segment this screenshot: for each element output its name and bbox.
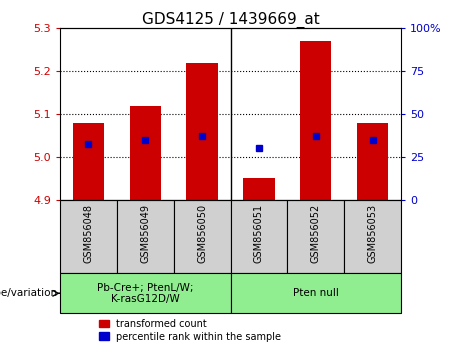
FancyBboxPatch shape — [117, 200, 174, 273]
Bar — [186, 63, 218, 200]
FancyBboxPatch shape — [60, 273, 230, 313]
Text: Pten null: Pten null — [293, 288, 339, 298]
Text: GSM856051: GSM856051 — [254, 204, 264, 263]
Legend: transformed count, percentile rank within the sample: transformed count, percentile rank withi… — [99, 319, 281, 342]
FancyBboxPatch shape — [344, 200, 401, 273]
Text: GSM856049: GSM856049 — [140, 204, 150, 263]
FancyBboxPatch shape — [60, 200, 117, 273]
FancyBboxPatch shape — [287, 200, 344, 273]
Text: Pb-Cre+; PtenL/W;
K-rasG12D/W: Pb-Cre+; PtenL/W; K-rasG12D/W — [97, 282, 194, 304]
FancyBboxPatch shape — [230, 273, 401, 313]
Bar — [130, 105, 161, 200]
Bar — [243, 178, 275, 200]
Text: genotype/variation: genotype/variation — [0, 288, 57, 298]
Title: GDS4125 / 1439669_at: GDS4125 / 1439669_at — [142, 12, 319, 28]
Bar — [73, 123, 104, 200]
FancyBboxPatch shape — [230, 200, 287, 273]
Text: GSM856052: GSM856052 — [311, 204, 321, 263]
Text: GSM856053: GSM856053 — [367, 204, 378, 263]
Bar — [300, 41, 331, 200]
Text: GSM856048: GSM856048 — [83, 204, 94, 263]
FancyBboxPatch shape — [174, 200, 230, 273]
Text: GSM856050: GSM856050 — [197, 204, 207, 263]
Bar — [357, 123, 388, 200]
